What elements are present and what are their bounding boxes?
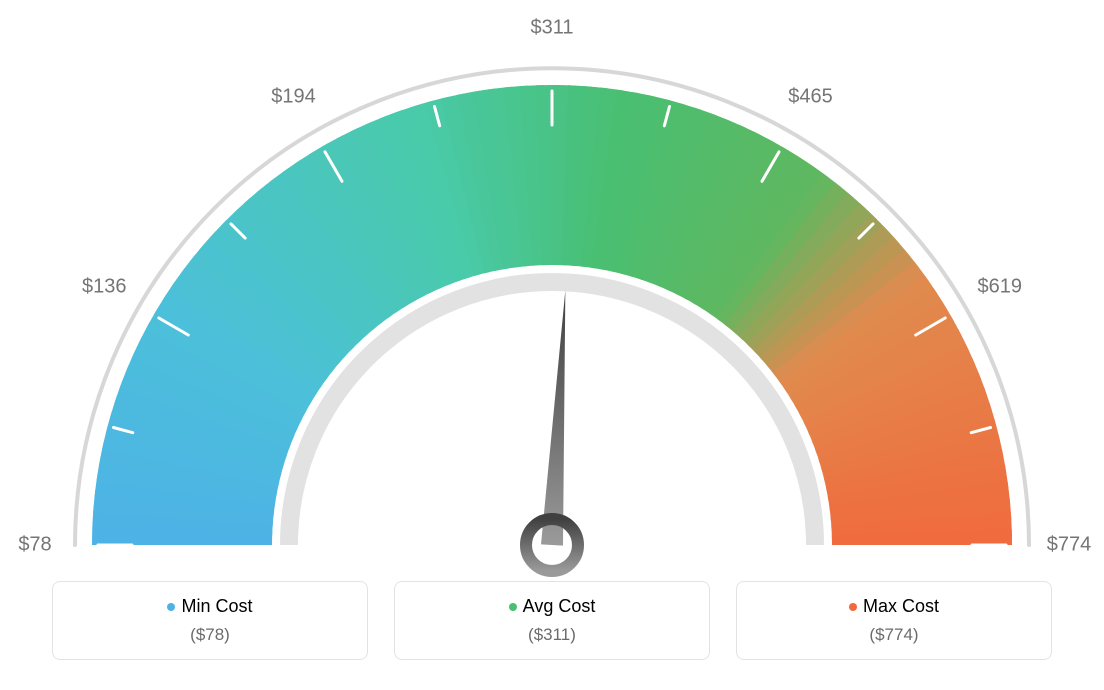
- legend-card-max: Max Cost ($774): [736, 581, 1052, 660]
- legend-card-avg: Avg Cost ($311): [394, 581, 710, 660]
- legend-value-min: ($78): [53, 625, 367, 645]
- legend-dot-min: [167, 603, 175, 611]
- gauge-tick-label: $774: [1047, 534, 1092, 557]
- gauge-tick-label: $465: [788, 86, 833, 109]
- legend-value-max: ($774): [737, 625, 1051, 645]
- gauge-chart: $78 $136 $194 $311 $465 $619 $774: [0, 0, 1104, 580]
- gauge-tick-label: $136: [82, 275, 127, 298]
- legend-card-min: Min Cost ($78): [52, 581, 368, 660]
- legend-title-avg: Avg Cost: [395, 596, 709, 617]
- legend-title-min: Min Cost: [53, 596, 367, 617]
- legend-title-max: Max Cost: [737, 596, 1051, 617]
- legend-row: Min Cost ($78) Avg Cost ($311) Max Cost …: [52, 581, 1052, 660]
- gauge-tick-label: $78: [18, 534, 51, 557]
- gauge-svg: [0, 0, 1104, 580]
- gauge-tick-label: $311: [530, 17, 573, 40]
- legend-label-min: Min Cost: [181, 596, 252, 616]
- cost-gauge-infographic: $78 $136 $194 $311 $465 $619 $774 Min Cost ($7…: [0, 0, 1104, 690]
- gauge-tick-label: $619: [977, 275, 1022, 298]
- legend-dot-max: [849, 603, 857, 611]
- legend-label-max: Max Cost: [863, 596, 939, 616]
- legend-dot-avg: [509, 603, 517, 611]
- gauge-tick-label: $194: [271, 86, 316, 109]
- legend-label-avg: Avg Cost: [523, 596, 596, 616]
- legend-value-avg: ($311): [395, 625, 709, 645]
